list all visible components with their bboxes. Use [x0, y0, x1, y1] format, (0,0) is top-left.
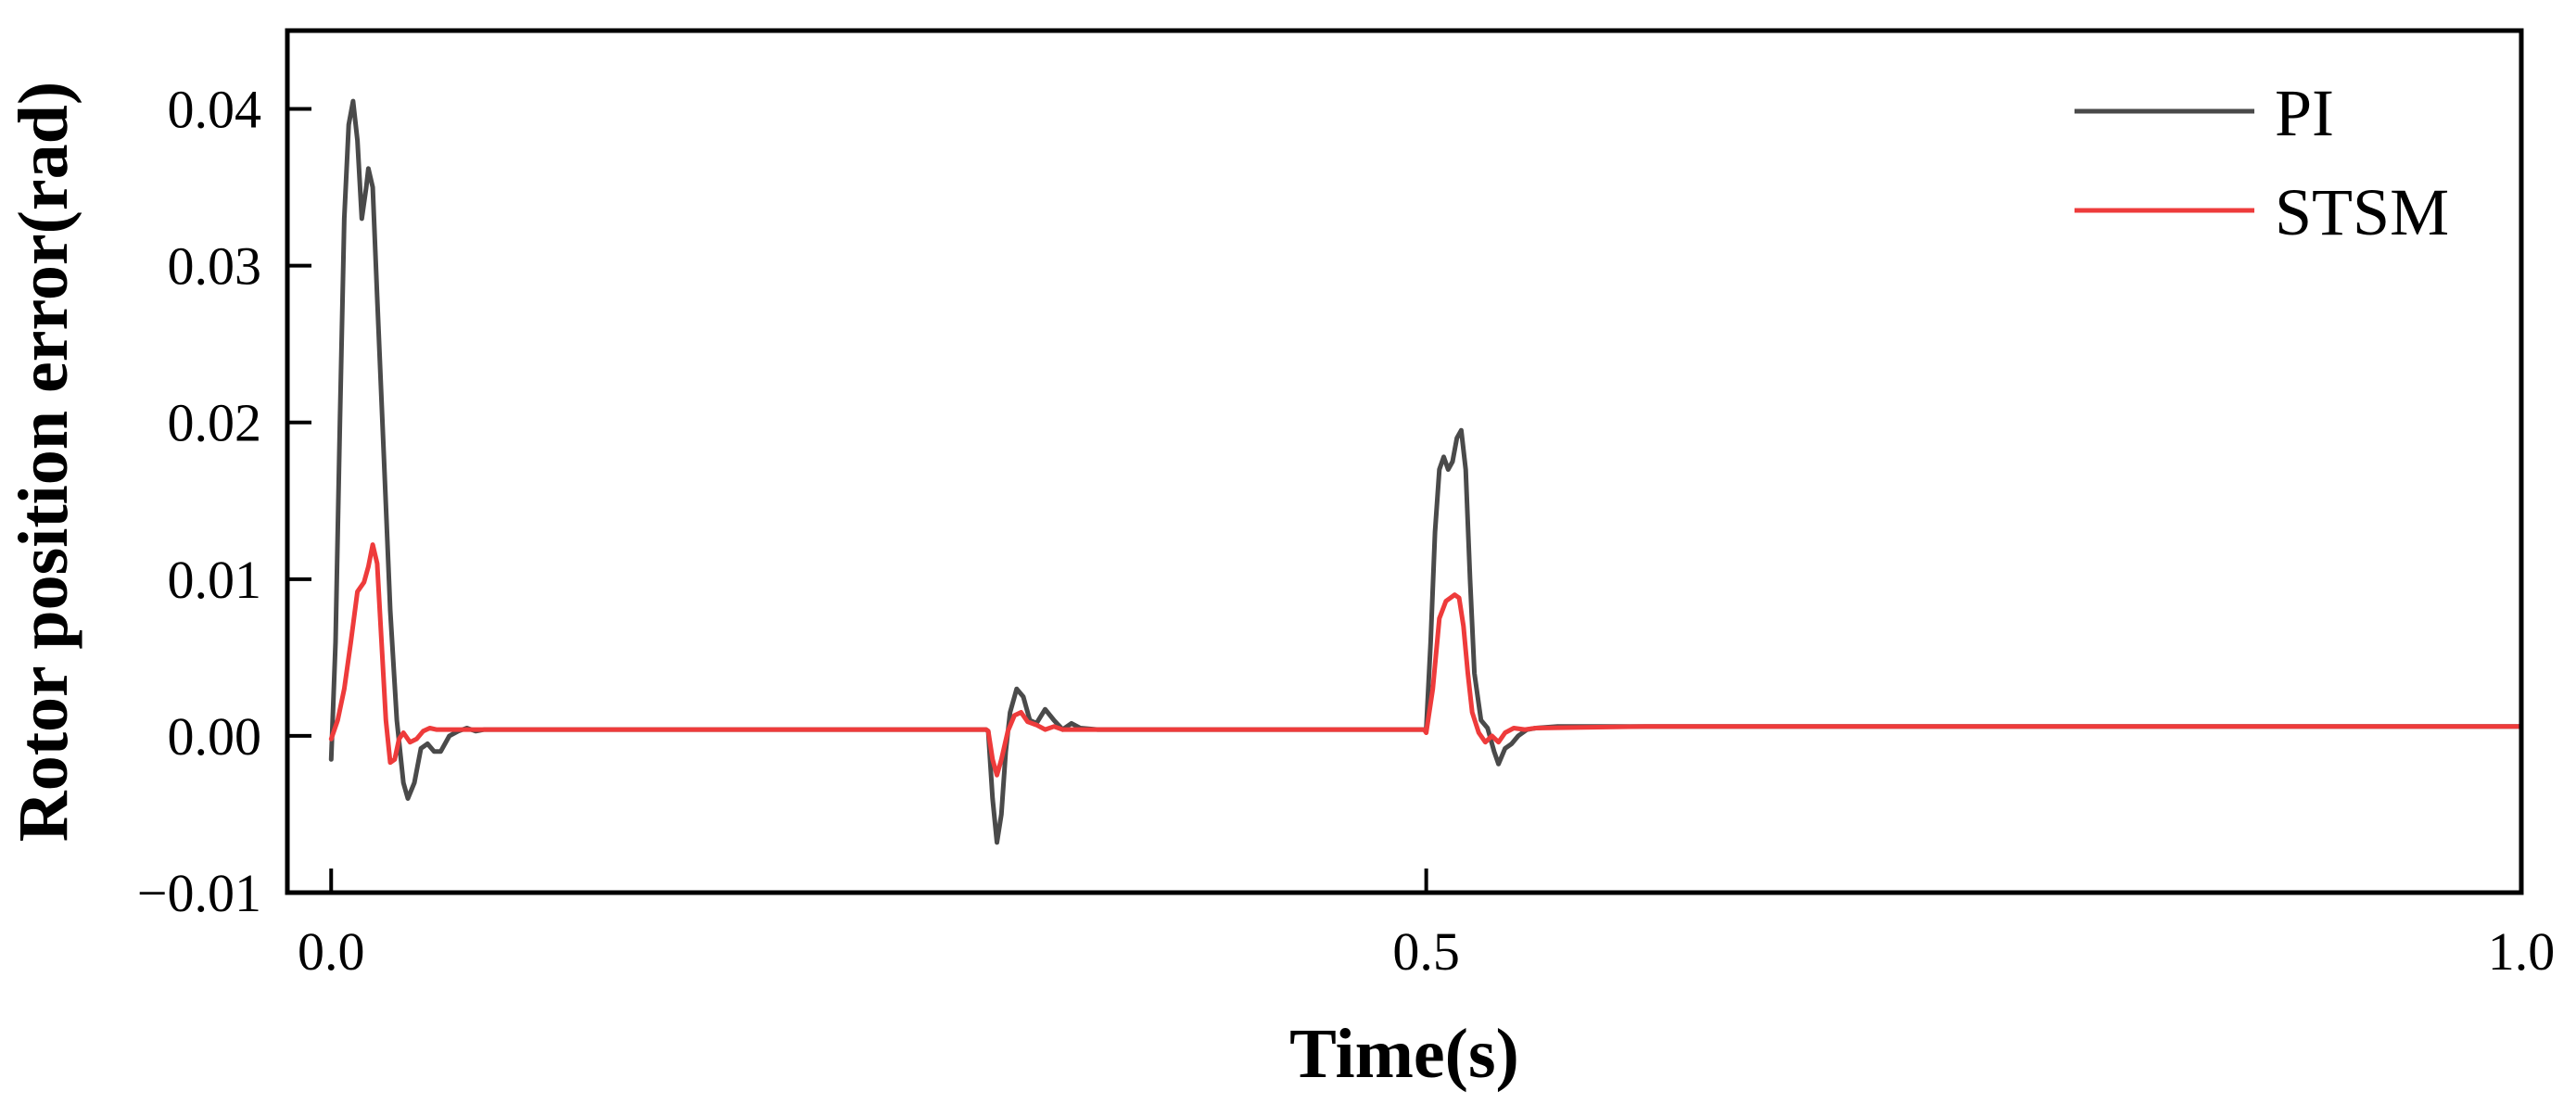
legend-label-pi: PI	[2275, 76, 2334, 150]
plot-frame	[285, 28, 2524, 895]
x-tick-label: 1.0	[2488, 921, 2556, 982]
legend-label-stsm: STSM	[2275, 175, 2449, 249]
series-layer	[328, 98, 2524, 845]
y-tick-label: 0.04	[168, 80, 262, 140]
x-tick-label: 0.0	[298, 921, 365, 982]
y-tick-label: 0.02	[168, 393, 262, 453]
tick-labels-layer: 0.0 0.5 1.0 −0.01 0.00 0.01 0.02 0.03 0.04	[137, 80, 2555, 982]
y-tick-label: 0.03	[168, 236, 262, 297]
x-axis-title: Time(s)	[1289, 1015, 1519, 1093]
y-tick-label: 0.00	[168, 706, 262, 767]
ticks-layer	[287, 107, 2523, 894]
y-tick-label: 0.01	[168, 550, 262, 610]
series-line-stsm	[328, 542, 2524, 778]
legend: PI STSM	[2075, 76, 2449, 249]
x-tick-label: 0.5	[1392, 921, 1460, 982]
y-axis-title: Rotor position error(rad)	[5, 82, 82, 842]
y-tick-label: −0.01	[137, 863, 261, 923]
